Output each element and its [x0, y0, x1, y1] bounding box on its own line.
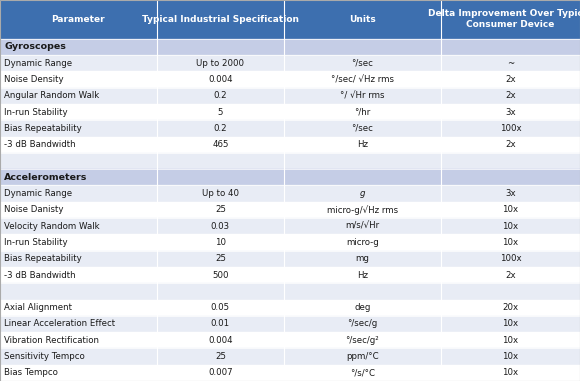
Text: °/sec/g: °/sec/g — [347, 319, 378, 328]
Text: 3x: 3x — [505, 189, 516, 198]
Text: micro-g: micro-g — [346, 238, 379, 247]
Bar — [0, 332, 580, 348]
Text: 0.05: 0.05 — [211, 303, 230, 312]
Text: 3x: 3x — [505, 107, 516, 117]
Bar — [0, 55, 580, 71]
Text: Bias Repeatability: Bias Repeatability — [4, 124, 82, 133]
Text: Hz: Hz — [357, 140, 368, 149]
Text: 100x: 100x — [499, 254, 521, 263]
Text: Gyroscopes: Gyroscopes — [4, 42, 66, 51]
Text: 20x: 20x — [502, 303, 519, 312]
Text: 0.01: 0.01 — [211, 319, 230, 328]
Bar — [0, 251, 580, 267]
Bar — [0, 218, 580, 234]
Text: -3 dB Bandwidth: -3 dB Bandwidth — [4, 271, 75, 280]
Bar — [0, 299, 580, 316]
Text: °/hr: °/hr — [354, 107, 371, 117]
Text: 10x: 10x — [502, 368, 519, 377]
Text: Vibration Rectification: Vibration Rectification — [4, 336, 99, 345]
Text: Noise Density: Noise Density — [4, 75, 64, 84]
Text: micro-g/√Hz rms: micro-g/√Hz rms — [327, 205, 398, 215]
Text: 10x: 10x — [502, 319, 519, 328]
Text: Sensitivity Tempco: Sensitivity Tempco — [4, 352, 85, 361]
Text: Typical Industrial Specification: Typical Industrial Specification — [142, 15, 299, 24]
Text: Dynamic Range: Dynamic Range — [4, 189, 72, 198]
Text: 0.004: 0.004 — [208, 336, 233, 345]
Text: Up to 2000: Up to 2000 — [197, 59, 244, 68]
Text: 0.007: 0.007 — [208, 368, 233, 377]
Text: 25: 25 — [215, 205, 226, 215]
Text: 465: 465 — [212, 140, 229, 149]
Text: Hz: Hz — [357, 271, 368, 280]
Bar — [0, 348, 580, 365]
Text: 2x: 2x — [505, 271, 516, 280]
Text: 0.004: 0.004 — [208, 75, 233, 84]
Text: 0.2: 0.2 — [213, 124, 227, 133]
Text: 2x: 2x — [505, 91, 516, 100]
Text: Bias Repeatability: Bias Repeatability — [4, 254, 82, 263]
Text: 25: 25 — [215, 352, 226, 361]
Text: °/sec/ √Hz rms: °/sec/ √Hz rms — [331, 75, 394, 84]
Bar — [0, 267, 580, 283]
Bar — [0, 136, 580, 153]
Text: 5: 5 — [218, 107, 223, 117]
Text: 25: 25 — [215, 254, 226, 263]
Bar — [0, 316, 580, 332]
Bar — [0, 71, 580, 88]
Bar — [0, 120, 580, 136]
Text: g: g — [360, 189, 365, 198]
Text: 10x: 10x — [502, 336, 519, 345]
Text: 0.2: 0.2 — [213, 91, 227, 100]
Text: 10x: 10x — [502, 222, 519, 231]
Bar — [0, 39, 580, 55]
Text: ~: ~ — [507, 59, 514, 68]
Bar — [0, 169, 580, 186]
Text: Velocity Random Walk: Velocity Random Walk — [4, 222, 100, 231]
Bar — [0, 202, 580, 218]
Bar — [0, 88, 580, 104]
Text: 2x: 2x — [505, 75, 516, 84]
Bar — [0, 153, 580, 169]
Text: 500: 500 — [212, 271, 229, 280]
Text: deg: deg — [354, 303, 371, 312]
Text: 0.03: 0.03 — [211, 222, 230, 231]
Text: 10x: 10x — [502, 205, 519, 215]
Text: m/s/√Hr: m/s/√Hr — [346, 222, 379, 231]
Bar — [0, 234, 580, 251]
Text: °/sec/g²: °/sec/g² — [346, 336, 379, 345]
Bar — [0, 365, 580, 381]
Bar — [0, 104, 580, 120]
Text: Angular Random Walk: Angular Random Walk — [4, 91, 99, 100]
Text: ppm/°C: ppm/°C — [346, 352, 379, 361]
Text: 2x: 2x — [505, 140, 516, 149]
Text: °/sec: °/sec — [351, 124, 374, 133]
Text: In-run Stability: In-run Stability — [4, 238, 68, 247]
Text: Linear Acceleration Effect: Linear Acceleration Effect — [4, 319, 115, 328]
Text: °/ √Hr rms: °/ √Hr rms — [340, 91, 385, 100]
Text: 10x: 10x — [502, 238, 519, 247]
Text: Units: Units — [349, 15, 376, 24]
Text: Bias Tempco: Bias Tempco — [4, 368, 58, 377]
Text: Dynamic Range: Dynamic Range — [4, 59, 72, 68]
Text: Delta Improvement Over Typical
Consumer Device: Delta Improvement Over Typical Consumer … — [429, 10, 580, 29]
Text: °/sec: °/sec — [351, 59, 374, 68]
Text: 10: 10 — [215, 238, 226, 247]
Text: Axial Alignment: Axial Alignment — [4, 303, 72, 312]
Text: Noise Danisty: Noise Danisty — [4, 205, 64, 215]
Text: Parameter: Parameter — [52, 15, 105, 24]
Text: 10x: 10x — [502, 352, 519, 361]
Bar — [0, 283, 580, 299]
Text: In-run Stability: In-run Stability — [4, 107, 68, 117]
Text: -3 dB Bandwidth: -3 dB Bandwidth — [4, 140, 75, 149]
Bar — [0, 0, 580, 39]
Text: mg: mg — [356, 254, 369, 263]
Bar — [0, 186, 580, 202]
Text: 100x: 100x — [499, 124, 521, 133]
Text: Accelerometers: Accelerometers — [4, 173, 88, 182]
Text: °/s/°C: °/s/°C — [350, 368, 375, 377]
Text: Up to 40: Up to 40 — [202, 189, 239, 198]
